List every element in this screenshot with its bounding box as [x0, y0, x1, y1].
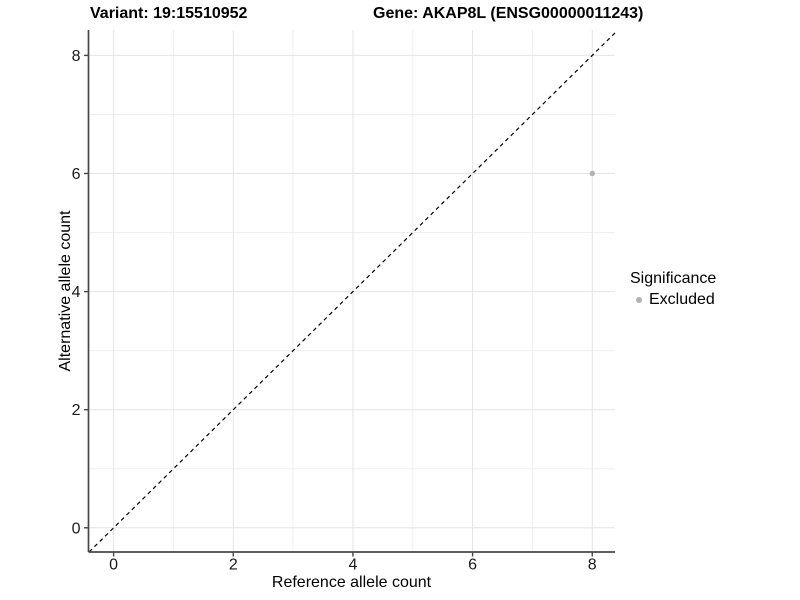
x-tick-label: 6 [468, 557, 477, 574]
legend-title: Significance [630, 270, 717, 287]
x-tick-label: 2 [229, 557, 238, 574]
legend-point-icon [636, 297, 642, 303]
legend-item-label: Excluded [649, 291, 715, 308]
y-tick-label: 0 [72, 520, 81, 537]
y-tick-label: 2 [72, 402, 81, 419]
y-tick-label: 4 [72, 284, 81, 301]
data-point [589, 170, 595, 177]
plot-title-gene: Gene: AKAP8L (ENSG00000011243) [373, 5, 644, 22]
x-axis-title: Reference allele count [271, 574, 432, 591]
x-tick-label: 4 [348, 557, 357, 574]
legend-item-excluded: Excluded [630, 291, 716, 309]
identity-line [88, 32, 616, 553]
x-tick-label: 0 [109, 557, 118, 574]
x-tick-label: 8 [588, 557, 597, 574]
legend: Significance Excluded [630, 269, 716, 309]
plot-title-variant: Variant: 19:15510952 [90, 5, 248, 22]
y-tick-label: 8 [72, 48, 81, 65]
y-tick-label: 6 [72, 166, 81, 183]
